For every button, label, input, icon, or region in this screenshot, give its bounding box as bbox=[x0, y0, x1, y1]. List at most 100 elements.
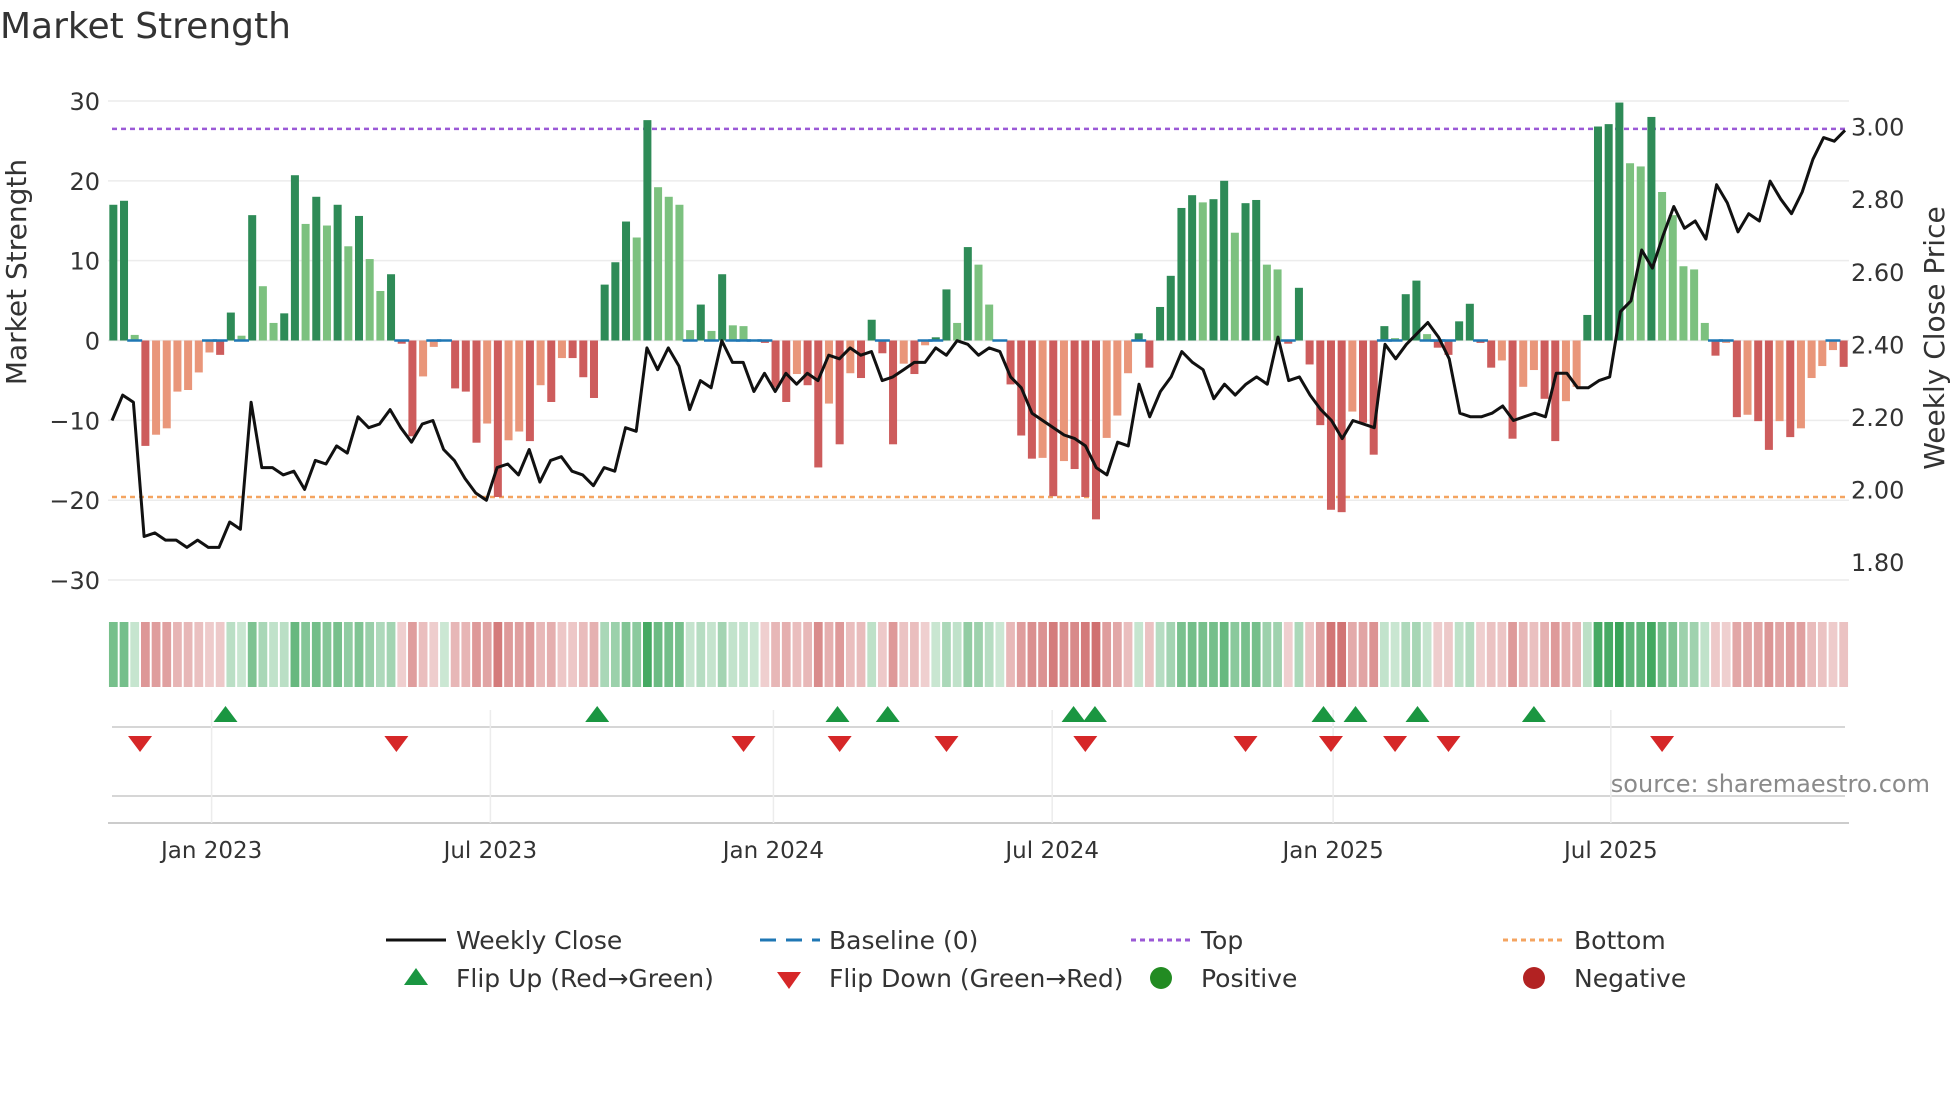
heat-cell bbox=[1486, 622, 1496, 687]
flip-down-marker bbox=[128, 736, 153, 752]
strength-bar bbox=[718, 274, 727, 341]
heat-cell bbox=[546, 622, 556, 687]
heat-cell bbox=[333, 622, 343, 687]
strength-bar bbox=[1326, 340, 1335, 510]
heat-cell bbox=[1753, 622, 1763, 687]
heat-cell bbox=[226, 622, 236, 687]
strength-bar bbox=[867, 319, 876, 341]
legend-item-positive: Positive bbox=[1150, 964, 1297, 993]
heat-cell bbox=[1614, 622, 1624, 687]
strength-bar bbox=[1433, 340, 1442, 348]
strength-bar bbox=[1711, 340, 1720, 356]
strength-bar bbox=[408, 340, 417, 437]
heat-cell bbox=[1305, 622, 1314, 687]
legend-label-flip-down: Flip Down (Green→Red) bbox=[829, 964, 1124, 993]
heat-cell bbox=[568, 622, 578, 687]
strength-heat-strip bbox=[108, 622, 1849, 687]
strength-bar bbox=[269, 322, 278, 341]
flip-up-marker bbox=[1311, 706, 1336, 722]
heat-cell bbox=[440, 622, 449, 687]
heat-cell bbox=[1262, 622, 1272, 687]
heat-cell bbox=[1572, 622, 1582, 687]
right-tick-label: 3.00 bbox=[1851, 114, 1904, 142]
heat-cell bbox=[1294, 622, 1304, 687]
strength-bar bbox=[376, 290, 385, 341]
strength-bar bbox=[1455, 321, 1464, 341]
heat-cell bbox=[1497, 622, 1507, 687]
strength-bar bbox=[1252, 199, 1261, 341]
strength-bar bbox=[1743, 340, 1752, 415]
strength-bar bbox=[344, 246, 353, 341]
heat-cell bbox=[1743, 622, 1752, 687]
strength-bar bbox=[1519, 340, 1528, 387]
heat-cell bbox=[162, 622, 172, 687]
heat-cell bbox=[984, 622, 994, 687]
heat-cell bbox=[1251, 622, 1261, 687]
strength-bar bbox=[1444, 340, 1453, 355]
strength-bars bbox=[109, 102, 1848, 520]
strength-bar bbox=[493, 340, 502, 497]
heat-cell bbox=[472, 622, 481, 687]
heat-cell bbox=[1177, 622, 1186, 687]
strength-bar bbox=[1198, 202, 1207, 341]
heat-cell bbox=[1379, 622, 1389, 687]
strength-bar bbox=[1497, 340, 1506, 361]
heat-cell bbox=[557, 622, 567, 687]
heat-cell bbox=[1027, 622, 1037, 687]
strength-bar bbox=[814, 340, 823, 468]
heat-cell bbox=[1230, 622, 1240, 687]
heat-cell bbox=[269, 622, 278, 687]
heat-cell bbox=[386, 622, 396, 687]
flip-down-marker bbox=[934, 736, 959, 752]
x-tick-label: Jul 2024 bbox=[1003, 838, 1099, 864]
heat-cell bbox=[375, 622, 385, 687]
strength-bar bbox=[707, 330, 716, 341]
heat-cell bbox=[1828, 622, 1838, 687]
strength-bar bbox=[1166, 275, 1175, 341]
right-tick-label: 2.60 bbox=[1851, 259, 1904, 287]
legend-label-flip-up: Flip Up (Red→Green) bbox=[456, 964, 714, 993]
strength-bar bbox=[130, 334, 139, 341]
heat-cell bbox=[279, 622, 289, 687]
strength-bar bbox=[1124, 340, 1133, 374]
triangle-up-icon bbox=[404, 968, 428, 985]
strength-bar bbox=[1465, 303, 1474, 341]
heat-cell bbox=[1508, 622, 1517, 687]
strength-bar bbox=[1732, 340, 1741, 418]
strength-bar bbox=[451, 340, 460, 389]
strength-bar bbox=[600, 284, 609, 341]
strength-bar bbox=[290, 175, 299, 341]
heat-cell bbox=[322, 622, 332, 687]
heat-cell bbox=[205, 622, 214, 687]
legend-item-baseline: Baseline (0) bbox=[760, 926, 978, 955]
heat-cell bbox=[514, 622, 524, 687]
x-tick-label: Jan 2024 bbox=[721, 838, 824, 864]
heat-cell bbox=[194, 622, 204, 687]
strength-bar bbox=[1423, 334, 1432, 341]
heat-cell bbox=[995, 622, 1005, 687]
strength-bar bbox=[1273, 269, 1282, 341]
strength-bar bbox=[1700, 322, 1709, 341]
strength-bar bbox=[878, 340, 887, 354]
x-tick-label: Jan 2025 bbox=[1280, 838, 1383, 864]
heat-cell bbox=[151, 622, 161, 687]
heat-cell bbox=[1454, 622, 1464, 687]
heat-cell bbox=[1006, 622, 1015, 687]
strength-bar bbox=[1262, 264, 1271, 341]
strength-bar bbox=[365, 259, 374, 341]
heat-cell bbox=[1657, 622, 1667, 687]
heat-cell bbox=[643, 622, 652, 687]
strength-bar bbox=[322, 225, 331, 341]
heat-cell bbox=[237, 622, 246, 687]
strength-bar bbox=[547, 340, 556, 402]
strength-bar bbox=[835, 340, 844, 445]
flip-up-marker bbox=[1521, 706, 1546, 722]
flip-down-marker bbox=[1383, 736, 1408, 752]
strength-bar bbox=[1359, 340, 1368, 423]
heat-cell bbox=[1016, 622, 1026, 687]
flip-down-marker bbox=[827, 736, 852, 752]
heat-cell bbox=[1796, 622, 1806, 687]
heat-cell bbox=[1241, 622, 1250, 687]
heat-cell bbox=[867, 622, 877, 687]
